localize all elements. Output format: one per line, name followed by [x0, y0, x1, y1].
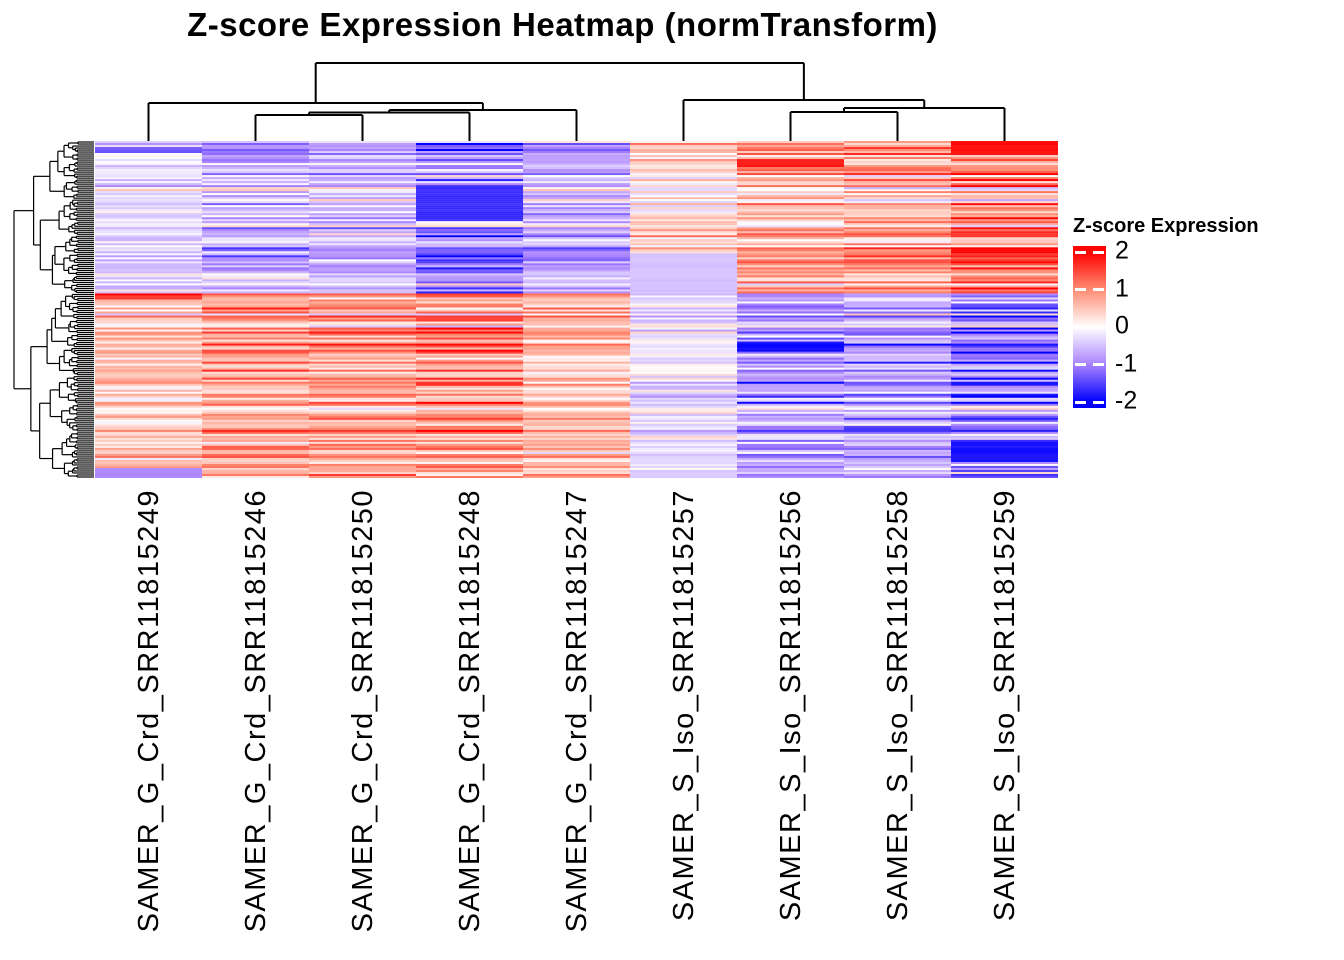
- colorbar-tick-dash: [1093, 400, 1104, 404]
- colorbar-tick-dash: [1075, 288, 1086, 291]
- colorbar-tick-dash: [1093, 250, 1104, 254]
- colorbar-tick-dash: [1075, 250, 1086, 254]
- colorbar-tick-label--1: -1: [1115, 348, 1138, 377]
- heatmap-matrix: [95, 141, 1058, 478]
- row-dendrogram: [8, 141, 95, 478]
- colorbar-tick-label-2: 2: [1115, 236, 1129, 265]
- colorbar-tick-label--2: -2: [1115, 386, 1138, 415]
- chart-title: Z-score Expression Heatmap (normTransfor…: [187, 6, 938, 43]
- colorbar-tick-label-1: 1: [1115, 273, 1129, 302]
- colorbar-tick-dash: [1093, 288, 1104, 291]
- colorbar-tick-dash: [1093, 363, 1104, 366]
- colorbar-tick-dash: [1075, 400, 1086, 404]
- colorbar-tick-dash: [1075, 363, 1086, 366]
- colorbar-tick-label-0: 0: [1115, 311, 1129, 340]
- legend-title: Z-score Expression: [1073, 215, 1259, 237]
- colorbar-tick-dash: [1093, 325, 1104, 329]
- column-dendrogram: [95, 56, 1058, 141]
- colorbar-tick-dash: [1075, 325, 1086, 329]
